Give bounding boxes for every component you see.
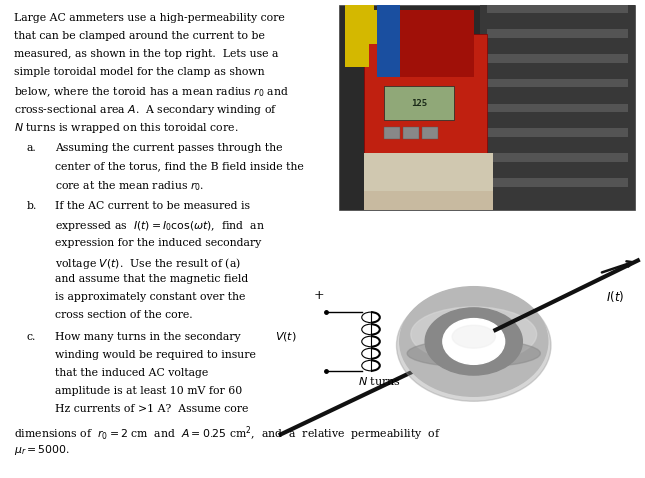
Text: expressed as  $I(t)=I_0\cos(\omega t)$,  find  an: expressed as $I(t)=I_0\cos(\omega t)$, f… [55, 219, 265, 233]
Text: $N$ turns: $N$ turns [358, 375, 401, 387]
Bar [352, 5, 374, 10]
Bar [384, 127, 400, 139]
Text: measured, as shown in the top right.  Lets use a: measured, as shown in the top right. Let… [14, 49, 278, 59]
Text: If the AC current to be measured is: If the AC current to be measured is [55, 201, 250, 211]
Text: dimensions of  $r_0=2$ cm  and  $A=0.25$ cm$^2$,  and  a  relative  permeability: dimensions of $r_0=2$ cm and $A=0.25$ cm… [14, 425, 441, 444]
Text: cross-sectional area $A$.  A secondary winding of: cross-sectional area $A$. A secondary wi… [14, 103, 277, 117]
Text: Assuming the current passes through the: Assuming the current passes through the [55, 143, 283, 153]
Ellipse shape [443, 319, 504, 364]
Bar [364, 34, 486, 191]
Text: center of the torus, find the B field inside the: center of the torus, find the B field in… [55, 161, 304, 171]
Bar [486, 104, 628, 112]
Text: Hz currents of >1 A?  Assume core: Hz currents of >1 A? Assume core [55, 404, 249, 414]
Bar [345, 5, 370, 67]
Bar [486, 79, 628, 87]
Bar [486, 153, 628, 162]
Text: $I(t)$: $I(t)$ [606, 289, 624, 304]
Text: expression for the induced secondary: expression for the induced secondary [55, 238, 262, 248]
Text: and assume that the magnetic field: and assume that the magnetic field [55, 274, 249, 284]
Ellipse shape [407, 340, 541, 367]
Text: amplitude is at least 10 mV for 60: amplitude is at least 10 mV for 60 [55, 386, 243, 396]
Ellipse shape [397, 289, 551, 402]
Text: voltage $V(t)$.  Use the result of (a): voltage $V(t)$. Use the result of (a) [55, 256, 241, 271]
Text: a.: a. [26, 143, 36, 153]
Text: $\mu_r=5000$.: $\mu_r=5000$. [14, 443, 70, 457]
Text: is approximately constant over the: is approximately constant over the [55, 292, 246, 302]
Text: that can be clamped around the current to be: that can be clamped around the current t… [14, 31, 264, 41]
Text: How many turns in the secondary: How many turns in the secondary [55, 332, 241, 342]
Text: below, where the toroid has a mean radius $r_0$ and: below, where the toroid has a mean radiu… [14, 85, 288, 98]
Bar [364, 153, 493, 191]
Bar [486, 178, 628, 186]
Bar [422, 127, 439, 139]
Bar [480, 5, 635, 210]
Bar [364, 163, 493, 210]
Bar [339, 5, 635, 210]
Text: $N$ turns is wrapped on this toroidal core.: $N$ turns is wrapped on this toroidal co… [14, 121, 238, 135]
Bar [486, 129, 628, 137]
Bar [377, 10, 473, 77]
Bar [384, 87, 455, 120]
Ellipse shape [411, 307, 537, 362]
Text: Large AC ammeters use a high-permeability core: Large AC ammeters use a high-permeabilit… [14, 12, 284, 22]
Text: c.: c. [26, 332, 36, 342]
Ellipse shape [425, 308, 522, 375]
Text: b.: b. [26, 201, 37, 211]
Bar [486, 29, 628, 38]
Bar [358, 10, 381, 43]
Bar [486, 4, 628, 13]
Text: simple toroidal model for the clamp as shown: simple toroidal model for the clamp as s… [14, 67, 264, 77]
Text: $V(t)$: $V(t)$ [275, 330, 297, 343]
Ellipse shape [400, 287, 548, 396]
Text: core at the mean radius $r_0$.: core at the mean radius $r_0$. [55, 179, 204, 193]
Bar [486, 54, 628, 63]
Text: winding would be required to insure: winding would be required to insure [55, 350, 256, 360]
Bar [403, 127, 419, 139]
Bar [377, 5, 400, 77]
Text: cross section of the core.: cross section of the core. [55, 310, 193, 320]
Text: 125: 125 [411, 98, 427, 108]
Text: that the induced AC voltage: that the induced AC voltage [55, 368, 208, 378]
Ellipse shape [452, 325, 495, 348]
Text: +: + [314, 289, 324, 302]
